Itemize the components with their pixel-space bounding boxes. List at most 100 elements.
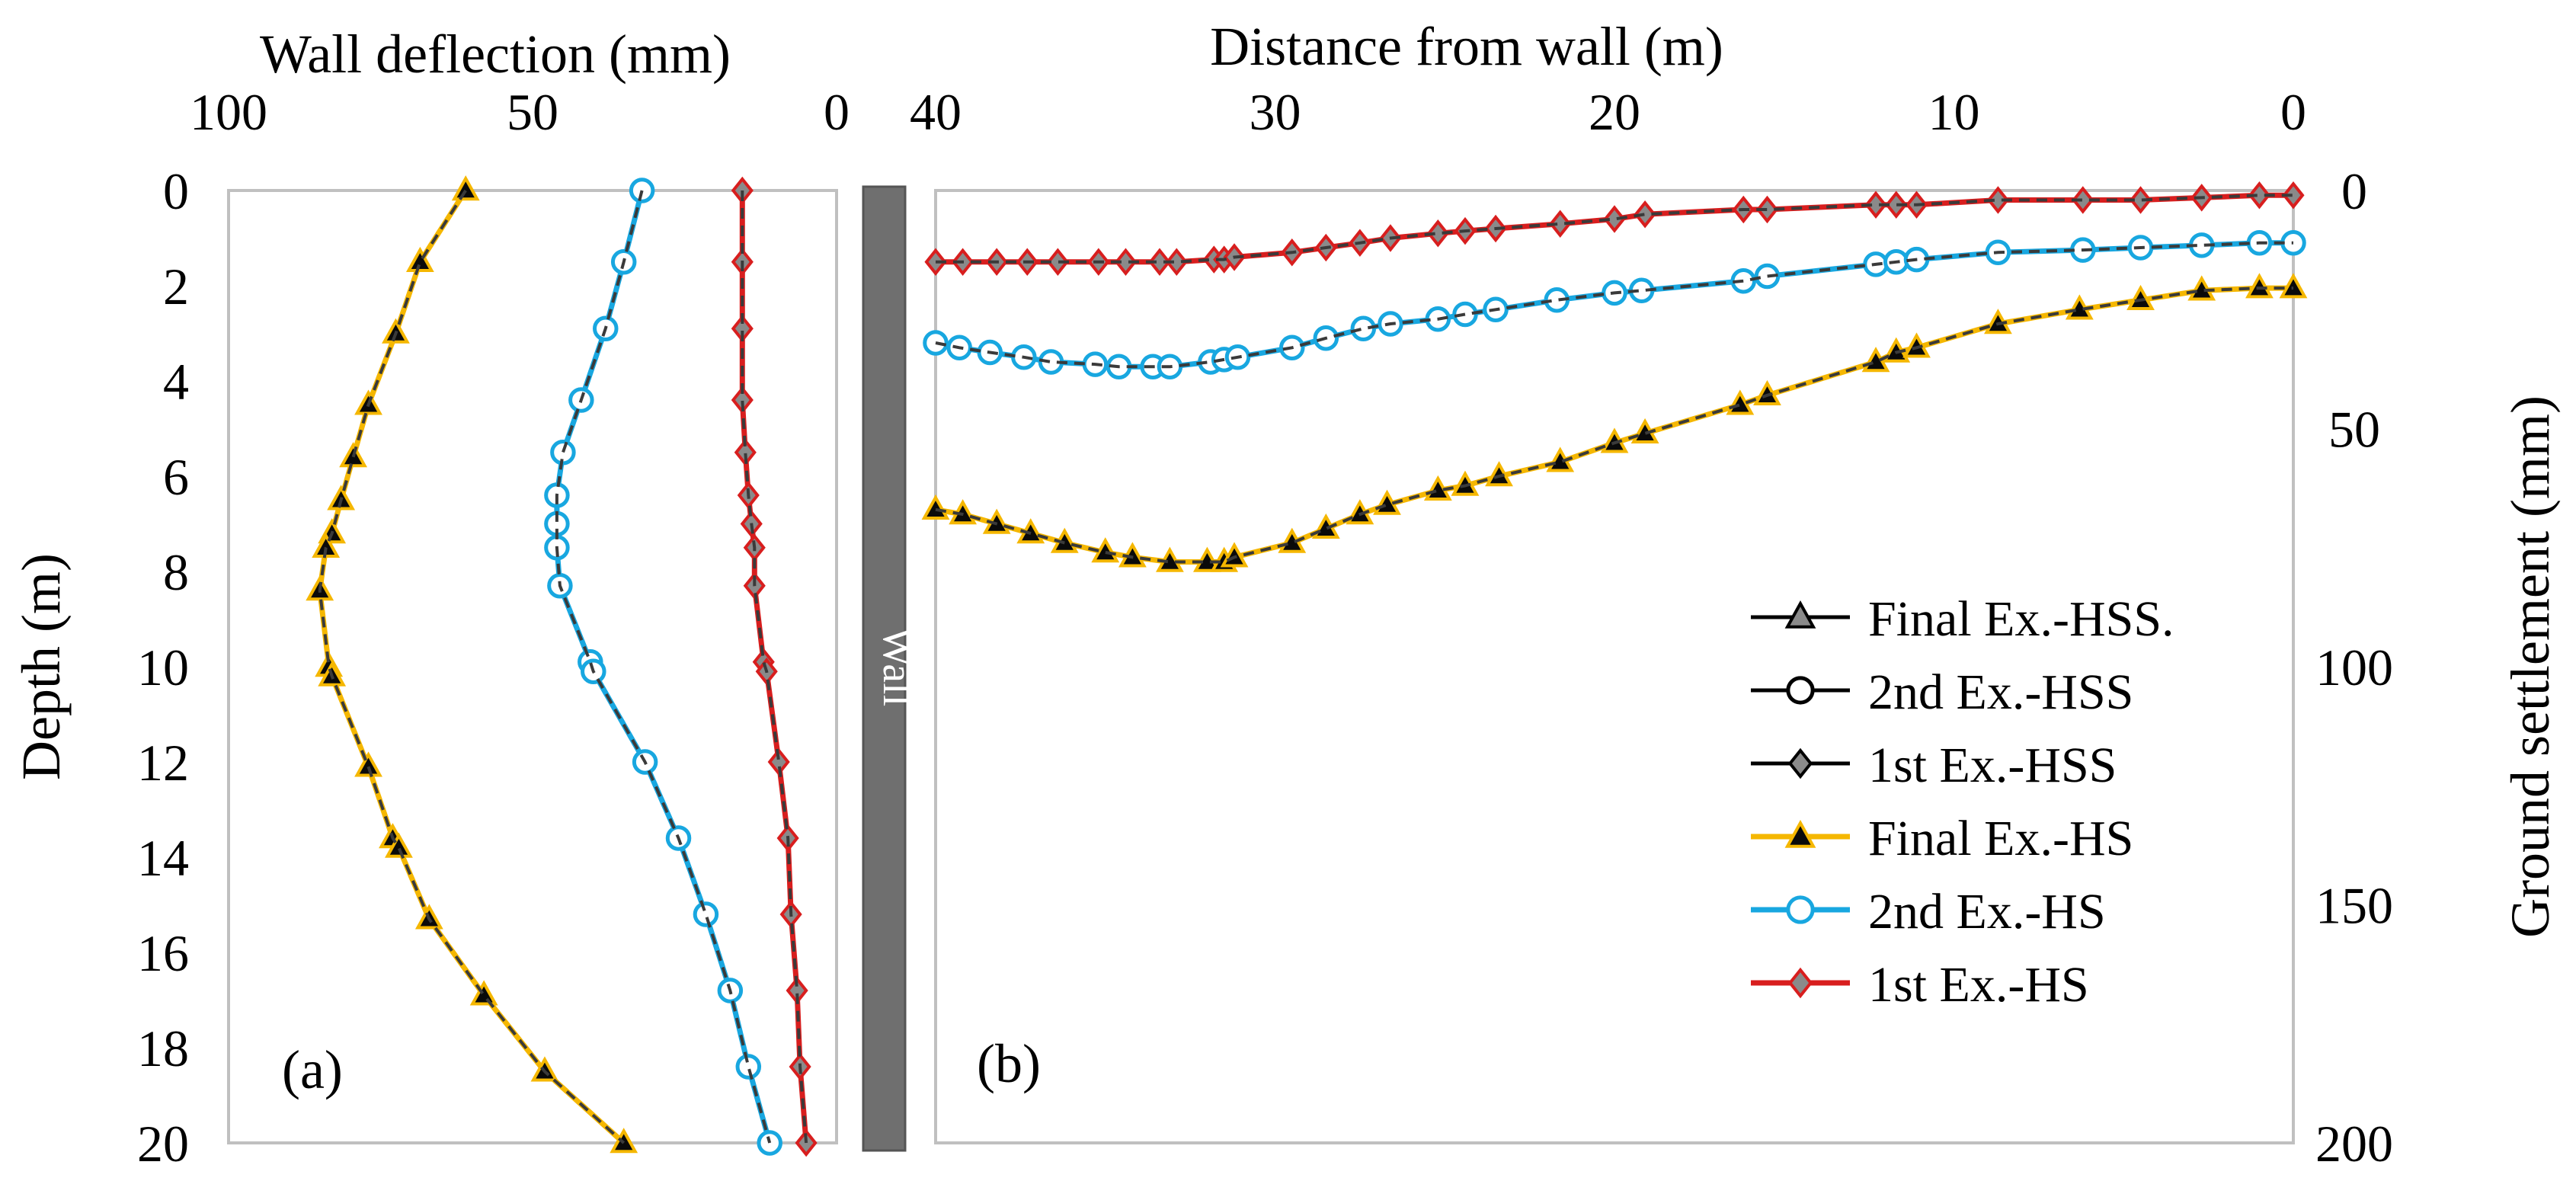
legend-item-2nd-ex-hss: 2nd Ex.-HSS [1751,664,2133,720]
y-tick-label: 14 [137,829,189,887]
data-point-final-ex-hs [2279,273,2308,299]
data-point-final-ex-hs [921,494,950,520]
data-point-final-ex-hs [1451,470,1480,496]
series-line-1st-ex-hss [741,190,808,1144]
data-point-final-ex-hs [2126,284,2155,310]
data-point-final-ex-hs [385,832,413,858]
x-tick-label: 10 [1928,83,1980,141]
legend-label: Final Ex.-HSS. [1868,591,2174,647]
x-tick-label: 40 [910,83,962,141]
series-final-ex-hs [921,273,2308,572]
x-tick-label: 30 [1250,83,1301,141]
panel-a-y-axis-title: Depth (m) [11,553,72,780]
legend-item-final-ex-hss: Final Ex.-HSS. [1751,591,2174,647]
series-line-1st-ex-hss [936,194,2293,264]
series-line-final-ex-hss [318,189,626,1144]
x-tick-label: 100 [190,83,267,141]
data-point-final-ex-hs [405,246,434,272]
data-point-1st-ex-hs [1165,248,1188,276]
legend-marker-triangle [1784,600,1816,629]
y-tick-label: 18 [137,1019,189,1077]
legend-item-final-ex-hs: Final Ex.-HS [1751,811,2133,866]
data-point-1st-ex-hs [2129,186,2152,214]
series-1st-ex-hss [936,194,2293,264]
data-point-1st-ex-hs [2072,186,2094,214]
data-point-final-ex-hs [2245,273,2274,299]
series-2nd-ex-hss [935,241,2293,369]
x-tick-label: 0 [2280,83,2306,141]
legend-item-1st-ex-hs: 1st Ex.-HS [1751,957,2089,1013]
x-tick-label: 0 [824,83,850,141]
data-point-2nd-ex-hs [1754,263,1781,290]
data-point-final-ex-hs [451,175,480,201]
data-point-1st-ex-hs [1549,210,1572,238]
y-tick-label: 200 [2315,1115,2393,1173]
data-point-2nd-ex-hs [1452,301,1478,328]
panel-b-label: (b) [977,1033,1041,1094]
panel-a-label: (a) [282,1039,343,1100]
series-line-2nd-ex-hss [935,241,2293,369]
x-tick-label: 50 [507,83,558,141]
data-point-final-ex-hs [354,751,382,777]
panel-b-y-tick-labels: 0 50 100 150 200 [2315,162,2393,1173]
legend-item-2nd-ex-hs: 2nd Ex.-HS [1751,884,2106,939]
legend-label: 1st Ex.-HS [1868,957,2089,1013]
wall-label: Wall [874,627,921,706]
data-point-1st-ex-hs [1634,200,1656,229]
series-final-ex-hss [318,189,626,1144]
data-point-2nd-ex-hs [735,1054,762,1080]
data-point-1st-ex-hs [1755,195,1779,224]
data-point-2nd-ex-hs [629,178,655,203]
y-tick-label: 100 [2315,639,2393,696]
y-tick-label: 12 [137,734,189,792]
data-point-1st-ex-hs [1148,248,1171,276]
legend-item-1st-ex-hss: 1st Ex.-HSS [1751,738,2117,793]
series-1st-ex-hs [731,176,818,1157]
x-tick-label: 20 [1589,83,1640,141]
legend-label: Final Ex.-HS [1868,811,2133,866]
data-point-1st-ex-hs [2282,181,2305,210]
data-point-final-ex-hs [1485,461,1513,487]
panel-b-x-tick-labels: 40 30 20 10 0 [910,83,2306,141]
legend-marker-circle [1786,676,1815,705]
data-point-1st-ex-hs [1986,186,2009,214]
series-line-final-ex-hs [317,189,626,1145]
panel-a-plot-frame [227,189,838,1144]
series-line-final-ex-hss [935,286,2293,564]
panel-a-y-tick-labels: 0 2 4 6 8 10 12 14 16 18 20 [137,162,189,1173]
panel-a-series [306,175,818,1157]
panel-b-x-axis-title: Distance from wall (m) [1210,16,1723,77]
y-tick-label: 0 [163,162,189,220]
legend-marker-diamond [1787,747,1813,779]
legend-marker-circle [1786,895,1815,924]
y-tick-label: 16 [137,924,189,982]
data-point-final-ex-hs [469,980,498,1006]
retaining-wall: Wall [862,185,921,1152]
series-2nd-ex-hss [555,190,772,1144]
data-point-2nd-ex-hs [1350,315,1377,341]
y-tick-label: 8 [163,543,189,601]
data-point-1st-ex-hs [1114,248,1138,276]
panel-a-wall-deflection: 100 50 0 0 2 4 6 8 10 12 14 16 18 20 Wall deflection… [11,24,850,1173]
panel-b-y-axis-title: Ground settlement (mm) [2500,395,2561,938]
data-point-1st-ex-hs [1885,190,1908,219]
legend-marker-triangle [1784,820,1816,848]
y-tick-label: 6 [163,448,189,506]
data-point-final-ex-hs [1753,379,1781,405]
data-point-2nd-ex-hs [757,1130,782,1156]
data-point-1st-ex-hs [1864,190,1887,219]
series-final-ex-hss [935,286,2293,564]
data-point-1st-ex-hs [1603,205,1626,233]
data-point-final-ex-hs [1193,546,1221,572]
series-1st-ex-hs [924,181,2305,276]
legend-label: 2nd Ex.-HSS [1868,664,2133,720]
data-point-1st-ex-hs [2248,181,2271,210]
data-point-2nd-ex-hs [693,901,719,927]
y-tick-label: 50 [2328,401,2380,459]
y-tick-label: 4 [163,353,189,411]
wall-bar [862,185,907,1152]
data-point-2nd-ex-hs [550,440,576,466]
data-point-1st-ex-hs [1426,219,1449,248]
